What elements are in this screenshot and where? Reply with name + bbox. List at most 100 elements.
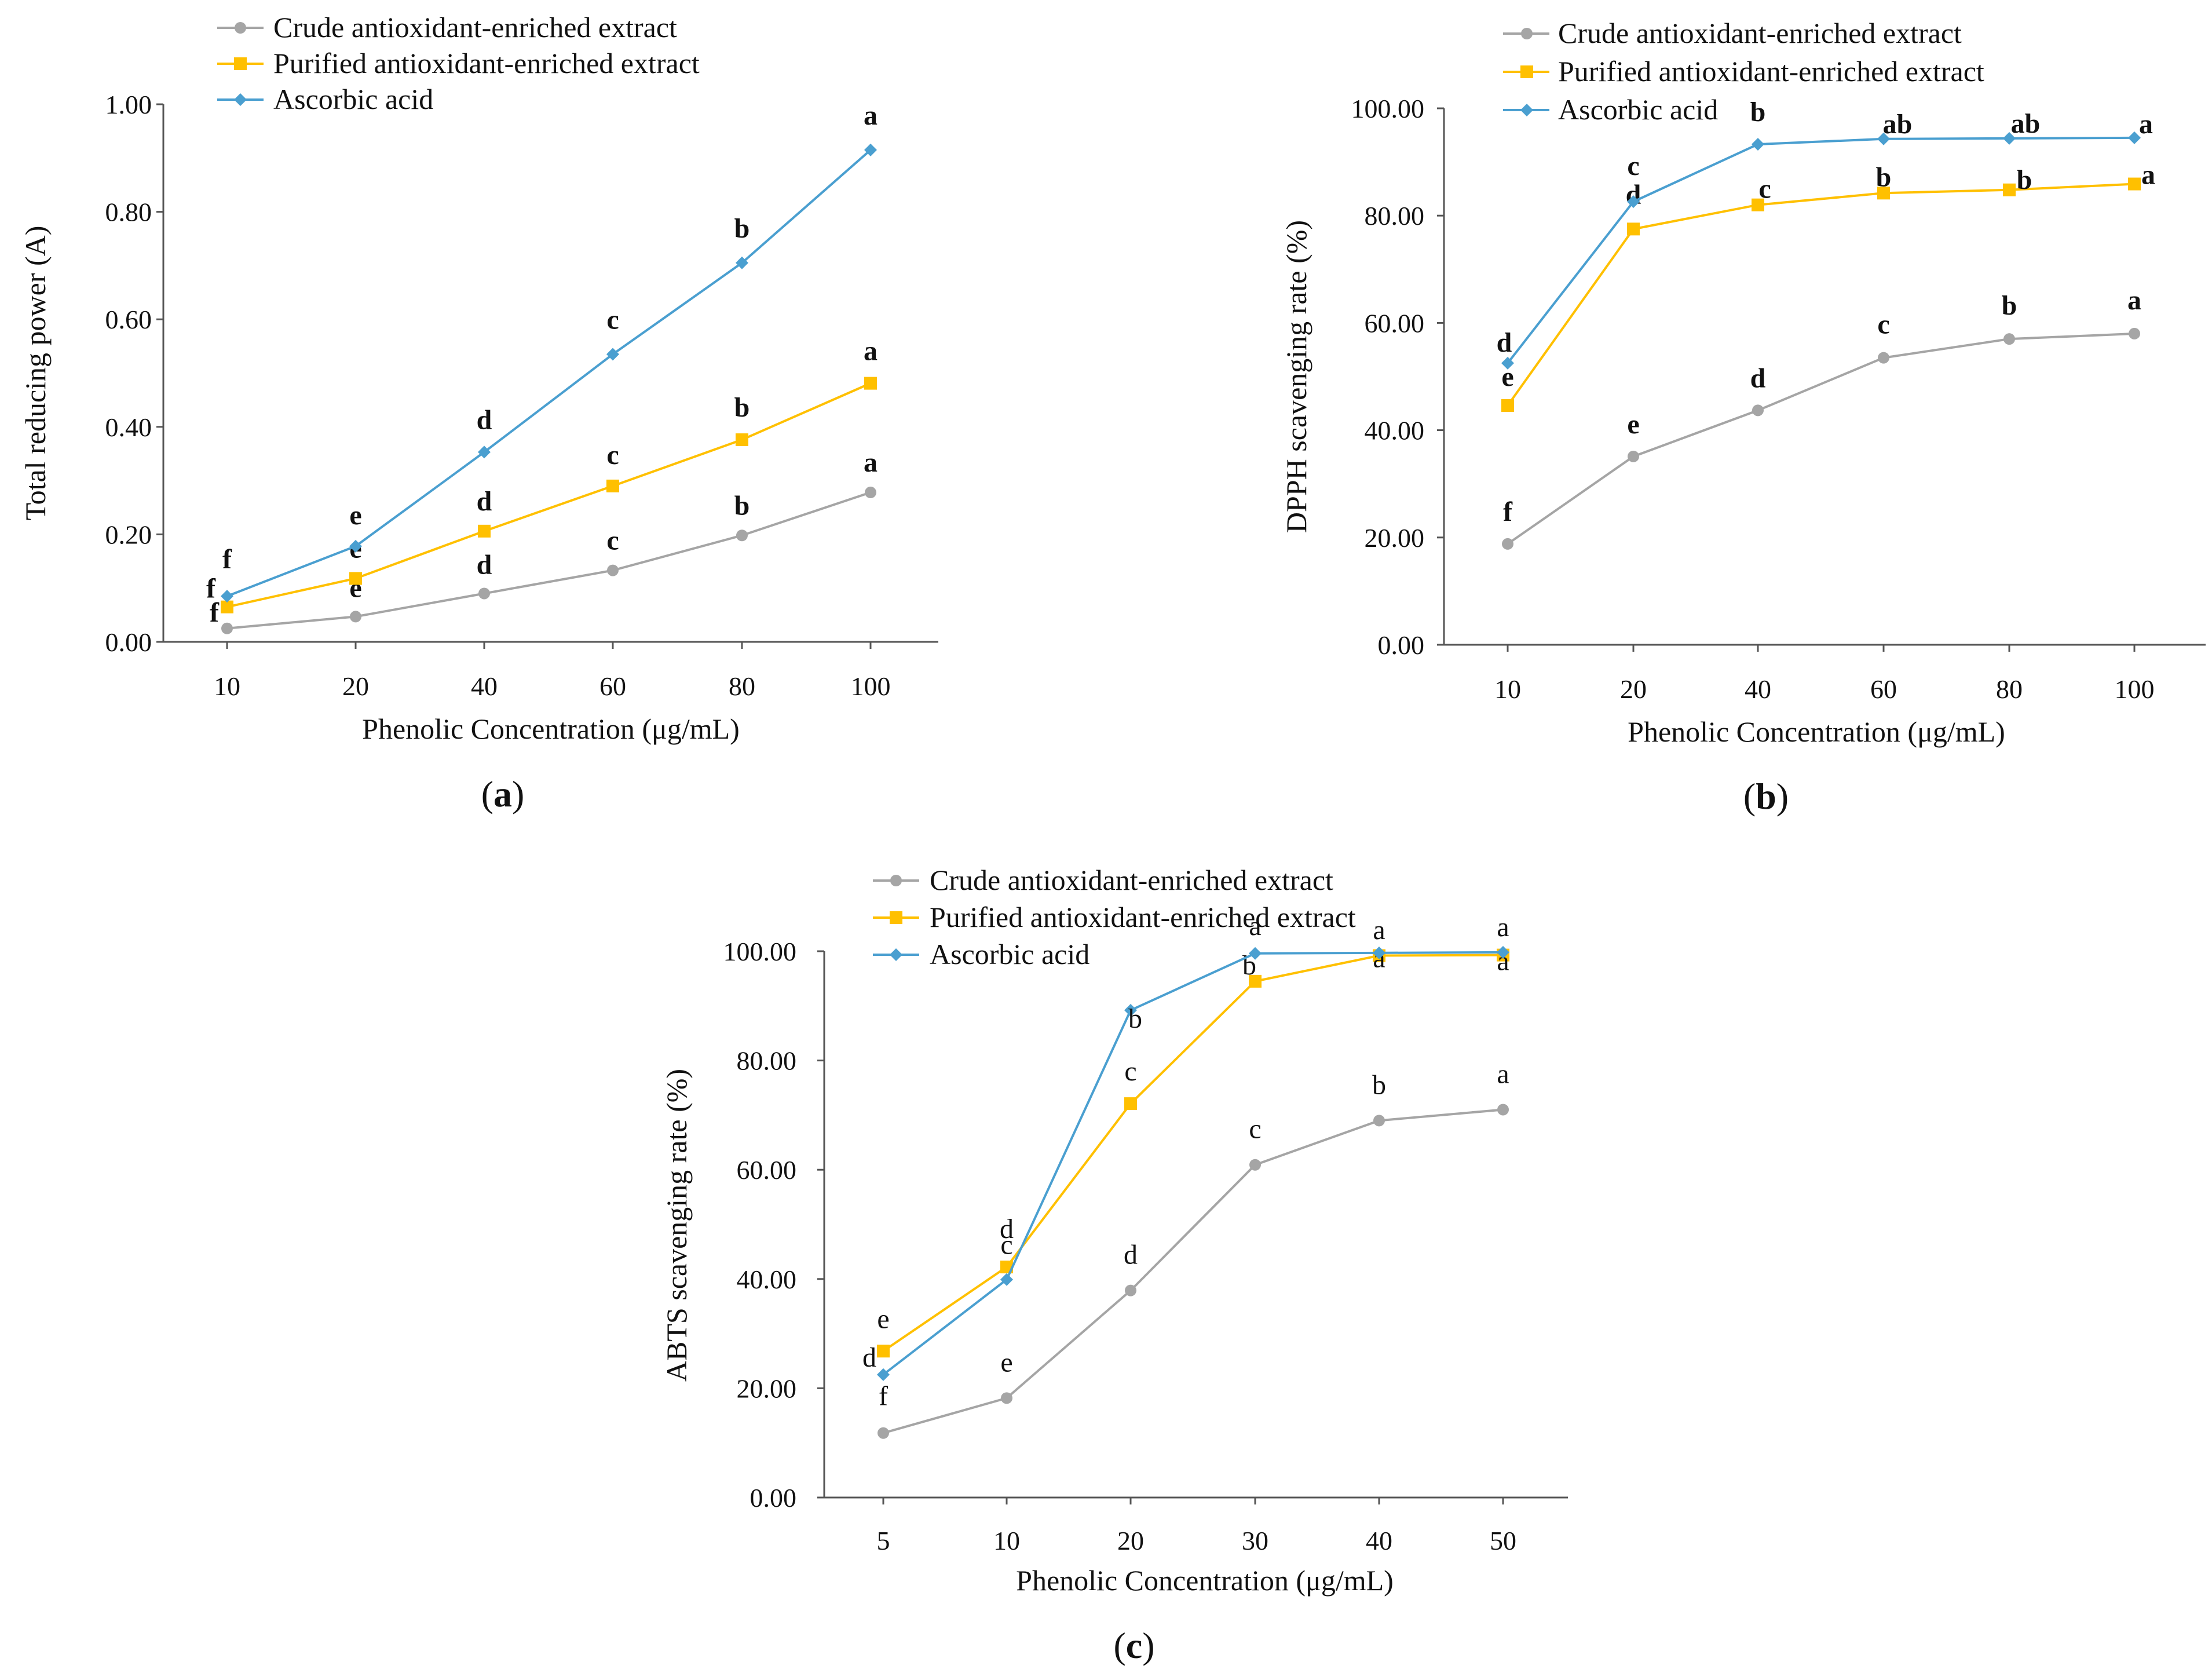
y-tick-label: 60.00 [737, 1155, 797, 1185]
data-point-ascorbic [1627, 195, 1640, 209]
legend-label-crude: Crude antioxidant-enriched extract [930, 864, 1333, 896]
series-line-crude [1507, 332, 2135, 545]
data-point-ascorbic [478, 445, 491, 459]
y-tick-label: 80.00 [737, 1046, 797, 1076]
data-point-ascorbic [1877, 132, 1890, 145]
legend-label-purified: Purified antioxidant-enriched extract [273, 47, 700, 79]
x-tick-label: 80 [1996, 674, 2023, 704]
series-line-crude [883, 1108, 1504, 1434]
legend-marker-ascorbic [890, 948, 902, 961]
chart-c: 0.00 20.00 40.00 60.00 80.00 100.00 5 10 20 30 40 5… [660, 864, 1568, 1666]
data-point-crude [478, 587, 490, 600]
y-tick-label: 1.00 [105, 90, 152, 119]
y-tick-label: 0.00 [105, 627, 152, 657]
legend-marker-ascorbic [1520, 104, 1533, 116]
significance-label-purified: b [1876, 162, 1892, 192]
significance-label-crude: f [1503, 496, 1513, 527]
data-point-crude [1497, 1104, 1509, 1116]
significance-label-crude: d [477, 549, 492, 580]
y-tick-label: 20.00 [737, 1374, 797, 1403]
x-tick-label: 40 [1745, 674, 1771, 704]
y-axis-label: ABTS scavenging rate (%) [660, 1069, 693, 1382]
data-point-crude [2129, 327, 2140, 339]
significance-label-crude: a [1497, 1058, 1509, 1089]
data-point-ascorbic [1373, 946, 1385, 959]
significance-label-crude: e [1627, 409, 1639, 440]
legend-marker-purified [1520, 65, 1533, 78]
data-point-purified [864, 377, 877, 390]
data-point-purified [1501, 399, 1514, 412]
x-tick-label: 30 [1242, 1526, 1268, 1555]
data-point-crude [350, 611, 361, 623]
chart-b: 0.00 20.00 40.00 60.00 80.00 100.00 10 20 40 60 80… [1280, 17, 2206, 817]
data-point-purified [2003, 183, 2016, 196]
chart-a: 0.00 0.20 0.40 0.60 0.80 1.00 10 20 40 60 80 100 Phe… [19, 11, 938, 815]
significance-label-purified: e [877, 1303, 889, 1334]
significance-label-ascorbic: e [349, 500, 361, 531]
y-tick-label: 0.00 [750, 1483, 797, 1513]
y-tick-label: 80.00 [1365, 201, 1425, 231]
significance-label-crude: c [606, 525, 619, 556]
significance-label-ascorbic: d [477, 404, 492, 435]
significance-label-crude: b [1372, 1069, 1386, 1100]
x-tick-label: 20 [342, 671, 369, 701]
data-point-purified [349, 572, 362, 585]
x-axis-label: Phenolic Concentration (μg/mL) [1016, 1564, 1394, 1597]
significance-label-crude: a [864, 447, 878, 478]
data-point-purified [221, 600, 233, 613]
legend-marker-ascorbic [234, 93, 247, 106]
significance-label-purified: d [477, 486, 492, 517]
significance-label-ascorbic: f [222, 544, 232, 575]
series-line-ascorbic [226, 149, 872, 597]
significance-label-ascorbic: d [1497, 327, 1512, 358]
significance-label-ascorbic: d [862, 1342, 876, 1373]
significance-label-crude: f [210, 597, 220, 628]
x-tick-label: 40 [1366, 1526, 1392, 1555]
legend-label-ascorbic: Ascorbic acid [273, 83, 433, 115]
x-tick-label: 10 [993, 1526, 1020, 1555]
legend-label-purified: Purified antioxidant-enriched extract [1558, 55, 1984, 87]
y-tick-label: 100.00 [1351, 94, 1425, 123]
significance-label-purified: b [734, 392, 750, 423]
legend-label-ascorbic: Ascorbic acid [1558, 93, 1718, 126]
y-tick-label: 40.00 [737, 1265, 797, 1294]
significance-label-ascorbic: a [1373, 915, 1385, 945]
data-point-ascorbic [221, 590, 233, 603]
y-tick-label: 0.80 [105, 198, 152, 227]
significance-label-purified: c [606, 440, 619, 470]
significance-label-purified: e [1501, 361, 1513, 392]
legend-marker-purified [890, 911, 902, 924]
data-point-crude [2003, 333, 2015, 345]
data-point-crude [607, 564, 619, 576]
significance-label-ascorbic: a [2139, 109, 2153, 140]
y-axis-label: Total reducing power (A) [19, 226, 52, 521]
data-point-purified [478, 524, 491, 538]
data-point-ascorbic [736, 256, 748, 269]
x-tick-label: 20 [1117, 1526, 1144, 1555]
legend-marker-purified [234, 57, 247, 70]
data-point-purified [1877, 187, 1890, 200]
data-point-purified [1124, 1097, 1137, 1111]
y-axis-label: DPPH scavenging rate (%) [1280, 220, 1312, 533]
significance-label-purified: b [2017, 165, 2032, 195]
data-point-purified [606, 479, 619, 492]
y-tick-label: 0.40 [105, 412, 152, 442]
data-point-ascorbic [1124, 1003, 1137, 1017]
significance-label-crude: b [734, 490, 750, 521]
data-point-crude [221, 622, 233, 634]
significance-label-ascorbic: b [734, 213, 750, 244]
y-tick-label: 0.20 [105, 520, 152, 549]
data-point-ascorbic [877, 1368, 890, 1381]
data-point-ascorbic [2003, 132, 2016, 145]
y-tick-label: 60.00 [1365, 308, 1425, 338]
significance-label-purified: c [1124, 1056, 1136, 1087]
data-point-purified [877, 1345, 890, 1358]
series-line-ascorbic [1507, 136, 2135, 364]
x-tick-label: 100 [2115, 674, 2155, 704]
x-tick-label: 10 [214, 671, 240, 701]
significance-label-crude: d [1124, 1240, 1138, 1270]
significance-label-ascorbic: ab [2011, 108, 2041, 139]
significance-label-purified: a [2141, 160, 2155, 191]
panel-label: (b) [1743, 776, 1789, 817]
significance-label-ascorbic: a [1497, 912, 1509, 943]
